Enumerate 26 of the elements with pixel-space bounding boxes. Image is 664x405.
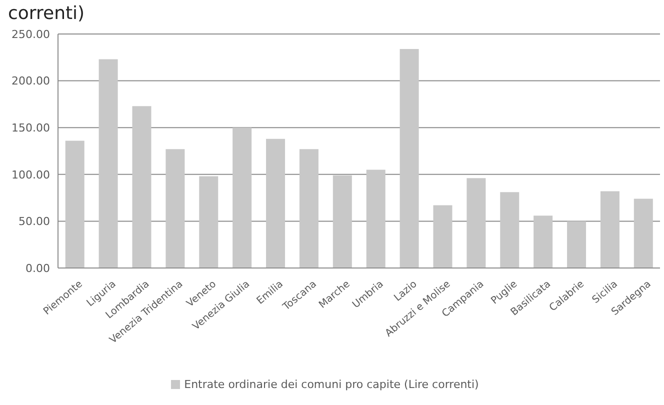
bar — [433, 205, 452, 268]
bar — [299, 149, 318, 268]
bar — [400, 48, 419, 268]
legend-label: Entrate ordinarie dei comuni pro capite (Lire correnti) — [184, 378, 479, 391]
bar — [600, 191, 620, 268]
chart-title: correnti) — [8, 2, 85, 26]
bar — [567, 221, 586, 268]
bar — [65, 140, 84, 268]
y-tick-label: 100.00 — [12, 168, 50, 182]
y-tick-label: 150.00 — [12, 122, 50, 135]
bar — [332, 175, 352, 268]
bar — [366, 170, 386, 268]
bar — [634, 198, 653, 268]
y-tick-label: 200.00 — [12, 74, 50, 88]
bar — [166, 149, 185, 268]
bar — [232, 128, 252, 268]
y-tick-label: 0.00 — [26, 262, 50, 275]
bar — [199, 176, 218, 268]
bar — [98, 59, 118, 268]
bar — [466, 178, 486, 268]
bar — [500, 192, 520, 268]
bar — [266, 138, 286, 268]
y-tick-label: 50.00 — [18, 215, 50, 228]
bar — [132, 106, 152, 268]
bar — [534, 216, 553, 268]
y-tick-label: 250.00 — [12, 28, 50, 41]
